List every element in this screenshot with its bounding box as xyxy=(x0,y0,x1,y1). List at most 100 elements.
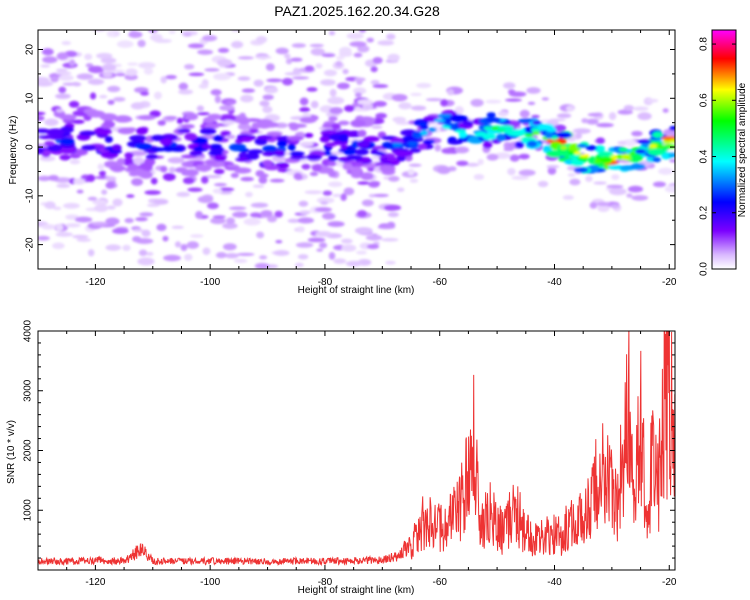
spectrogram-x-tick-label: -40 xyxy=(547,277,562,288)
colorbar-tick-label: 0.2 xyxy=(699,205,710,219)
spectrogram-cell xyxy=(454,146,470,154)
spectrogram-cell xyxy=(183,253,193,261)
spectrogram-cell xyxy=(295,242,314,248)
spectrogram-ridge-cell xyxy=(608,164,624,170)
spectrogram-cell xyxy=(130,102,145,110)
spectrogram-cell xyxy=(198,83,209,89)
spectrogram-cell xyxy=(226,134,236,140)
spectrogram-cell xyxy=(322,190,333,196)
spectrogram-cell xyxy=(213,73,231,81)
spectrogram-cell xyxy=(316,248,324,252)
spectrogram-cell xyxy=(527,101,536,106)
spectrogram-cell xyxy=(69,159,81,165)
spectrogram-ridge-cell xyxy=(287,143,296,152)
spectrogram-cell xyxy=(274,210,283,218)
spectrogram-cell xyxy=(218,187,235,192)
spectrogram-cell xyxy=(202,247,211,255)
spectrogram-cell xyxy=(372,84,389,89)
spectrogram-cell xyxy=(299,97,309,106)
spectrogram-cell xyxy=(589,201,598,209)
spectrogram-ridge-cell xyxy=(127,163,139,171)
spectrogram-cell xyxy=(391,93,408,102)
spectrogram-cell xyxy=(306,87,318,92)
spectrogram-cell xyxy=(220,130,231,137)
spectrogram-cell xyxy=(160,76,167,84)
spectrogram-cell xyxy=(298,200,309,207)
spectrogram-cell xyxy=(565,105,575,112)
colorbar-ticks: 0.0 0.2 0.4 0.6 0.8 xyxy=(699,37,736,276)
spectrogram-ridge-cell xyxy=(486,112,496,118)
spectrogram-ridge-cell xyxy=(576,143,588,148)
spectrogram-ridge-cell xyxy=(474,131,487,137)
spectrogram-ridge-cell xyxy=(496,133,506,142)
snr-y-tick-label: 4000 xyxy=(23,319,34,342)
spectrogram-ridge-cell xyxy=(532,120,542,125)
spectrogram-cell xyxy=(105,217,120,226)
spectrogram-cell xyxy=(328,181,343,188)
spectrogram-cell xyxy=(187,43,205,49)
spectrogram-cell xyxy=(269,178,285,183)
spectrogram-cell xyxy=(132,236,142,243)
spectrogram-ridge-cell xyxy=(350,166,363,175)
spectrogram-cell xyxy=(204,175,222,179)
spectrogram-cell xyxy=(361,199,374,207)
spectrogram-cell xyxy=(485,99,502,104)
spectrogram-cell xyxy=(291,76,310,80)
spectrogram-cell xyxy=(357,45,370,53)
spectrogram-cell xyxy=(318,242,328,249)
spectrogram-cell xyxy=(112,198,123,207)
spectrogram-cell xyxy=(224,252,239,259)
spectrogram-cell xyxy=(132,228,145,233)
spectrogram-ridge-cell xyxy=(234,167,252,174)
spectrogram-cell xyxy=(255,36,268,44)
spectrogram-cell xyxy=(113,96,126,102)
spectrogram-cell xyxy=(131,178,144,186)
spectrogram-cell xyxy=(371,125,383,129)
spectrogram-cell xyxy=(39,155,56,162)
spectrogram-cell xyxy=(190,234,204,238)
spectrogram-frame xyxy=(37,29,676,270)
spectrogram-ridge-cell xyxy=(157,120,166,126)
snr-series-line xyxy=(38,331,675,567)
spectrogram-cell xyxy=(294,262,304,268)
spectrogram-ridge-cell xyxy=(262,159,273,167)
spectrogram-ridge-cell xyxy=(108,149,123,154)
snr-y-tick-label: 2000 xyxy=(23,439,34,462)
spectrogram-cell xyxy=(232,211,248,218)
spectrogram-ridge-cell xyxy=(184,132,198,141)
spectrogram-ridge-cell xyxy=(647,148,665,156)
spectrogram-y-tick-label: -20 xyxy=(25,237,36,252)
spectrogram-cell xyxy=(307,237,326,243)
spectrogram-cell xyxy=(664,185,675,193)
spectrogram-blobs xyxy=(38,30,675,269)
spectrogram-ridge-cell xyxy=(546,150,564,158)
spectrogram-ridge-cell xyxy=(331,123,341,130)
spectrogram-ridge-cell xyxy=(462,120,473,127)
spectrogram-ridge-cell xyxy=(485,117,502,123)
spectrogram-ridge-cell xyxy=(379,164,396,172)
spectrogram-cell xyxy=(328,30,336,36)
spectrogram-ridge-cell xyxy=(311,164,322,172)
spectrogram-ridge-cell xyxy=(482,141,493,149)
spectrogram-cell xyxy=(86,174,96,182)
spectrogram-ridge-cell xyxy=(134,143,152,149)
spectrogram-cell xyxy=(250,202,269,208)
spectrogram-cell xyxy=(100,57,117,64)
spectrogram-cell xyxy=(74,216,93,223)
spectrogram-ridge-cell xyxy=(189,150,203,157)
spectrogram-ridge-cell xyxy=(159,138,173,146)
spectrogram-peak-cell xyxy=(668,139,675,143)
spectrogram-cell xyxy=(207,202,219,210)
spectrogram-cell xyxy=(597,204,610,212)
spectrogram-ridge-cell xyxy=(246,152,260,160)
spectrogram-cell xyxy=(370,66,378,73)
spectrogram-ridge-cell xyxy=(328,116,338,122)
spectrogram-cell xyxy=(144,190,162,195)
spectrogram-cell xyxy=(353,87,367,95)
spectrogram-peak-cell xyxy=(503,130,515,134)
spectrogram-cell xyxy=(652,181,666,188)
spectrogram-cell xyxy=(383,204,402,211)
spectrogram-cell xyxy=(167,157,185,164)
spectrogram-cell xyxy=(343,187,355,196)
spectrogram-ridge-cell xyxy=(138,115,156,121)
